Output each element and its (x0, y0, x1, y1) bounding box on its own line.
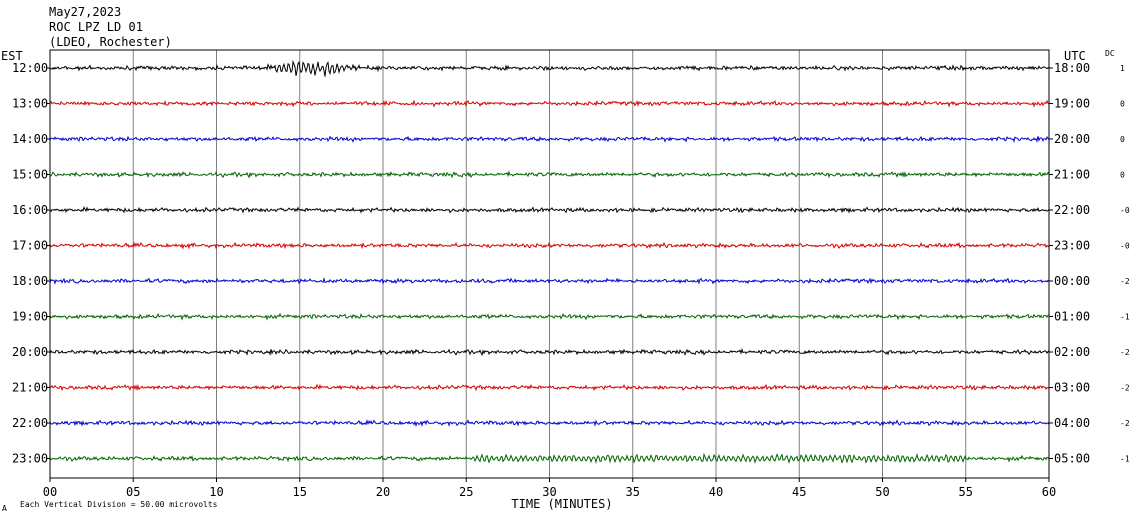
trace-line (49, 241, 1050, 250)
dc-value: -2 (1120, 277, 1130, 286)
x-tick-label: 25 (459, 485, 473, 499)
trace-line (49, 347, 1050, 357)
est-time-label: 19:00 (12, 310, 48, 324)
row-labels: 12:00 18:00 1 13:00 19:00 0 14:00 20:00 0 15:00 21… (12, 61, 1130, 466)
dc-title: DC (1105, 49, 1115, 58)
x-tick-label: 10 (209, 485, 223, 499)
trace-line (49, 383, 1050, 392)
dc-value: -1 (1120, 313, 1130, 322)
dc-value: 1 (1120, 64, 1125, 73)
x-tick-label: 55 (959, 485, 973, 499)
network-label: (LDEO, Rochester) (49, 35, 172, 49)
utc-time-label: 20:00 (1054, 132, 1090, 146)
est-time-label: 20:00 (12, 345, 48, 359)
dc-value: -2 (1120, 384, 1130, 393)
est-time-label: 21:00 (12, 381, 48, 395)
est-time-label: 18:00 (12, 274, 48, 288)
est-time-label: 14:00 (12, 132, 48, 146)
utc-time-label: 19:00 (1054, 97, 1090, 111)
est-time-label: 17:00 (12, 239, 48, 253)
est-time-label: 23:00 (12, 452, 48, 466)
x-tick-label: 40 (709, 485, 723, 499)
est-time-label: 22:00 (12, 416, 48, 430)
dc-value: -0 (1120, 206, 1130, 215)
est-time-label: 12:00 (12, 61, 48, 75)
x-tick-label: 30 (542, 485, 556, 499)
est-time-label: 16:00 (12, 203, 48, 217)
trace-line (49, 99, 1050, 108)
dc-value: 0 (1120, 135, 1125, 144)
utc-time-label: 03:00 (1054, 381, 1090, 395)
scale-note: Each Vertical Division = 50.00 microvolt… (20, 500, 218, 509)
x-axis-title: TIME (MINUTES) (511, 497, 612, 511)
est-time-label: 13:00 (12, 97, 48, 111)
footer-mark: A (2, 504, 7, 513)
x-tick-label: 35 (626, 485, 640, 499)
x-tick-label: 60 (1042, 485, 1056, 499)
utc-time-label: 00:00 (1054, 274, 1090, 288)
dc-value: -2 (1120, 419, 1130, 428)
utc-time-label: 21:00 (1054, 168, 1090, 182)
utc-time-label: 01:00 (1054, 310, 1090, 324)
trace-line (49, 277, 1050, 285)
utc-time-label: 18:00 (1054, 61, 1090, 75)
utc-time-label: 05:00 (1054, 452, 1090, 466)
est-time-label: 15:00 (12, 168, 48, 182)
date-label: May27,2023 (49, 5, 121, 19)
trace-line (49, 135, 1050, 143)
trace-group (49, 59, 1050, 464)
utc-time-label: 23:00 (1054, 239, 1090, 253)
dc-value: 0 (1120, 171, 1125, 180)
x-tick-label: 00 (43, 485, 57, 499)
x-tick-label: 45 (792, 485, 806, 499)
est-axis-title: EST (1, 49, 23, 63)
trace-line (49, 419, 1050, 428)
dc-value: -2 (1120, 348, 1130, 357)
x-ticks: 00 05 10 15 20 25 30 35 40 45 50 55 60 (43, 478, 1056, 499)
utc-axis-title: UTC (1064, 49, 1086, 63)
trace-line (49, 59, 1050, 77)
dc-value: -0 (1120, 242, 1130, 251)
utc-time-label: 22:00 (1054, 203, 1090, 217)
dc-value: -1 (1120, 455, 1130, 464)
x-tick-label: 50 (875, 485, 889, 499)
x-tick-label: 20 (376, 485, 390, 499)
trace-line (49, 206, 1050, 214)
grid-lines (132, 50, 967, 478)
trace-line (49, 452, 1050, 464)
dc-value: 0 (1120, 100, 1125, 109)
x-tick-label: 15 (293, 485, 307, 499)
utc-time-label: 02:00 (1054, 345, 1090, 359)
station-label: ROC LPZ LD 01 (49, 20, 143, 34)
x-tick-label: 05 (126, 485, 140, 499)
utc-time-label: 04:00 (1054, 416, 1090, 430)
trace-line (49, 170, 1050, 179)
trace-line (49, 312, 1050, 321)
